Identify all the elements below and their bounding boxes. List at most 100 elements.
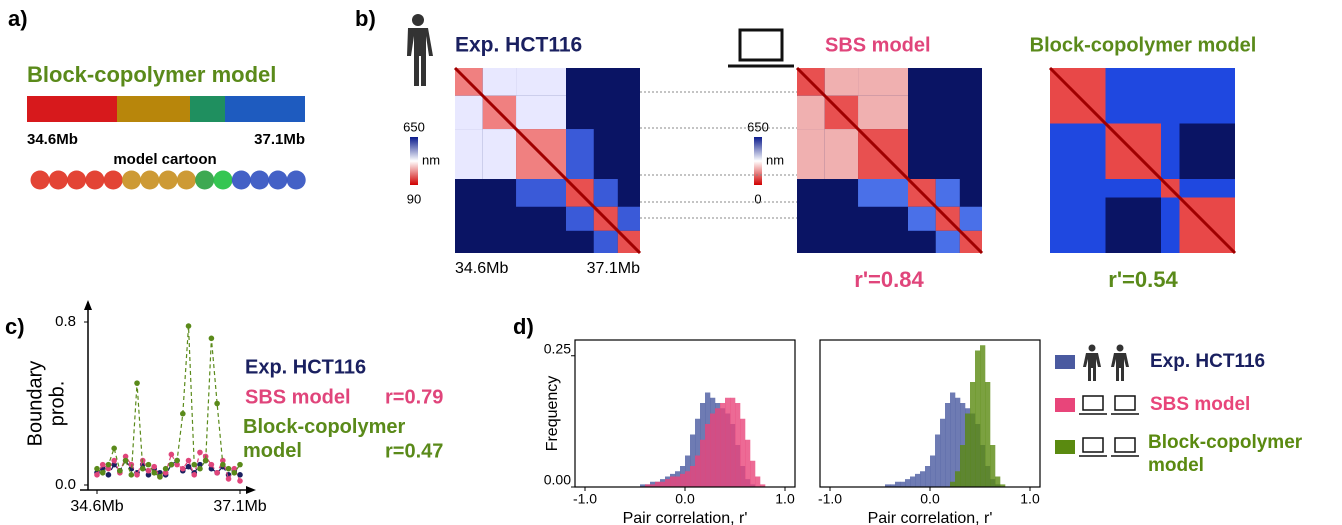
laptop-icon [728,28,794,68]
laptop-icon [1082,437,1104,453]
hist-bar [900,481,906,487]
map-block [1179,68,1235,124]
bead [268,170,288,190]
map-block [1050,197,1106,253]
legend-label: SBS model [245,386,351,408]
point [128,461,135,468]
hist-bar [670,476,676,487]
legend-label: Exp. HCT116 [1150,351,1265,372]
point [145,461,152,468]
map-title: Block-copolymer model [1030,34,1257,56]
point [191,472,198,478]
point [168,461,175,468]
bead [213,170,233,190]
x-tick-label: 0.0 [675,491,695,507]
map-start: 34.6Mb [455,260,508,277]
point [237,472,243,478]
colorbar-label: 650 [747,119,769,134]
point [231,469,238,476]
point [134,380,140,386]
person-icon [1111,353,1129,381]
map-block [593,179,618,207]
point [214,400,220,407]
y-tick-label: 0.8 [55,313,76,330]
hist-bar [905,479,911,487]
hist-bar [680,473,686,487]
start-label: 34.6Mb [27,131,78,148]
person-icon [1083,353,1101,381]
point [134,472,140,478]
hist-bar [745,439,751,487]
point [162,469,169,476]
legend-label: Exp. HCT116 [245,356,366,378]
colorbar-unit: nm [422,152,440,167]
hist-bar [955,471,961,487]
point [145,467,152,474]
map-block [1161,123,1180,179]
hist-bar [750,460,756,487]
hist-bar [710,413,716,487]
hist-bar [960,445,966,487]
hist-bar [920,471,926,487]
hist-bar [690,466,696,487]
end-label: 37.1Mb [254,131,305,148]
map-end: 37.1Mb [587,260,640,277]
point [105,465,112,472]
hist-bar [690,434,696,487]
hist-bar [930,455,936,487]
map-block [482,129,517,179]
colorbar [410,137,418,185]
legend-label: Block-copolymer model [1148,432,1303,476]
map-block [566,206,594,231]
x-tick-label: 1.0 [775,491,795,507]
x-tick-label: -1.0 [573,491,597,507]
hist-bar [695,455,701,487]
y-tick-label: 0.25 [544,340,571,356]
map-diagonal [795,66,984,255]
map-block [797,129,825,179]
map-title: Exp. HCT116 [455,34,582,57]
legend-swatch [1055,440,1075,454]
point [197,461,203,468]
bead [176,170,196,190]
map-block [455,129,483,179]
hist-bar [755,476,761,487]
map-block [516,179,566,207]
point [220,461,226,468]
hist-bar [675,476,681,487]
point [225,476,232,482]
map-block [1161,68,1180,124]
hist-bar [955,397,961,487]
hist-bar [740,418,746,487]
hist-bar [665,479,671,487]
hist-bar [925,466,931,487]
person-icon [407,14,433,86]
map-block [516,68,566,96]
map-block [959,206,982,231]
hist-bar [720,403,726,487]
y-axis-label: prob. [46,381,68,427]
cartoon-label: model cartoon [113,151,216,168]
hist-bar [975,350,981,487]
legend-swatch [1055,398,1075,412]
hist-bar [695,418,701,487]
hist-bar [645,484,651,487]
hist-bar [725,397,731,487]
point [208,335,215,342]
x-tick-label: 37.1Mb [213,498,266,515]
map-score: r'=0.54 [1108,267,1178,292]
point [237,478,243,484]
point [180,410,186,417]
map-block [908,206,936,231]
point [180,465,186,472]
panel-label: b) [355,6,376,31]
polymer-bar [27,96,305,122]
colorbar-label: 90 [407,191,421,206]
point [122,457,129,464]
map-block [566,129,594,179]
hist-bar [705,424,711,487]
bead [122,170,141,190]
point [185,463,192,470]
map-block [824,129,859,179]
person-icon [1088,344,1096,352]
